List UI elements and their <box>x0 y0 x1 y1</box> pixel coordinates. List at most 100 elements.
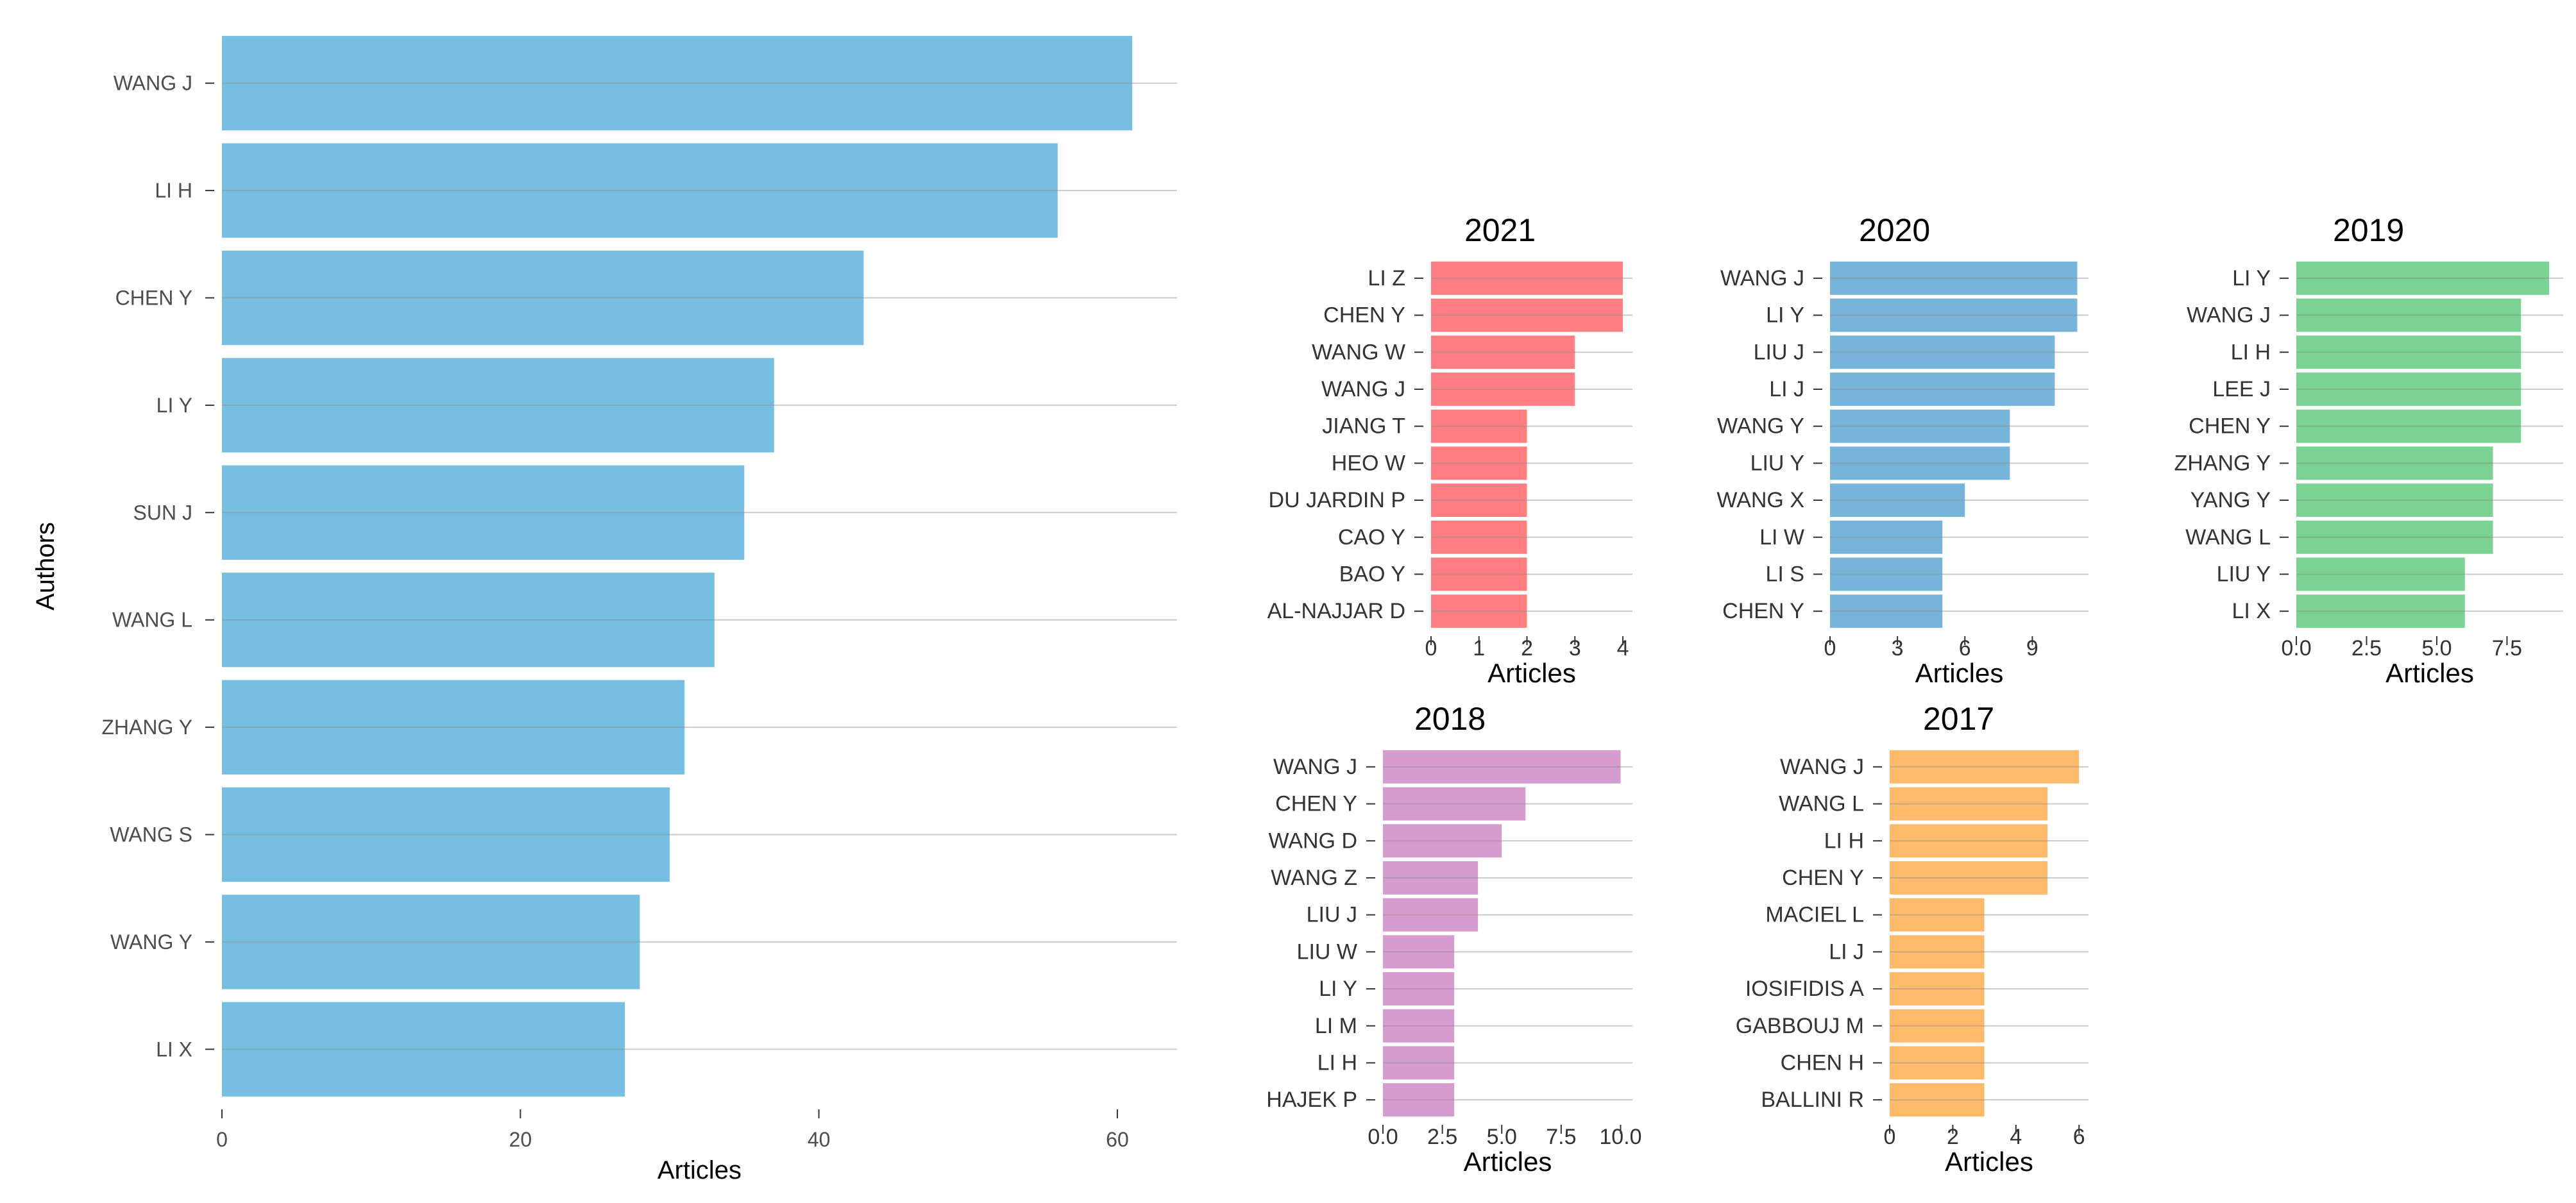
y-tick-label: LI S <box>1766 562 1804 586</box>
y-tick-label: LI J <box>1769 377 1804 401</box>
bar-liu-j <box>1383 898 1479 932</box>
y-tick-label: ZHANG Y <box>101 716 192 739</box>
bar-li-j <box>1830 372 2055 406</box>
y-tick-label: ZHANG Y <box>2174 451 2271 475</box>
y-tick-label: WANG D <box>1268 829 1357 853</box>
y-axis-title: Authors <box>31 522 60 610</box>
x-tick-label: 7.5 <box>2492 636 2522 660</box>
x-tick-label: 10.0 <box>1599 1125 1641 1149</box>
bar-chen-y <box>2296 409 2521 443</box>
bar-maciel-l <box>1890 898 1985 932</box>
y-tick-label: WANG Z <box>1271 866 1357 890</box>
y-tick-label: YANG Y <box>2190 488 2271 512</box>
x-tick-label: 0 <box>216 1128 228 1151</box>
y-tick-label: LIU J <box>1307 903 1357 927</box>
bar-lee-j <box>2296 372 2521 406</box>
panel-title: 2020 <box>1859 212 1930 248</box>
y-tick-label: LI Y <box>1766 303 1804 328</box>
bar-al-najjar-d <box>1431 594 1527 628</box>
panel-title: 2021 <box>1464 212 1536 248</box>
bar-li-h <box>1383 1046 1455 1080</box>
y-tick-label: LIU J <box>1754 340 1804 364</box>
bar-cao-y <box>1431 520 1527 554</box>
x-tick-label: 0 <box>1884 1125 1896 1149</box>
y-tick-label: GABBOUJ M <box>1736 1014 1864 1038</box>
y-tick-label: AL-NAJJAR D <box>1267 599 1405 623</box>
x-tick-label: 7.5 <box>1546 1125 1576 1149</box>
y-tick-label: WANG Y <box>110 930 192 954</box>
x-tick-label: 0.0 <box>1368 1125 1398 1149</box>
y-tick-label: WANG J <box>1720 266 1804 290</box>
bar-li-y <box>2296 261 2550 295</box>
y-tick-label: LI W <box>1759 525 1804 550</box>
bar-wang-z <box>1383 861 1479 895</box>
y-tick-label: CHEN H <box>1781 1050 1864 1075</box>
bar-wang-j <box>1890 750 2080 784</box>
bar-li-h <box>2296 335 2521 369</box>
y-tick-label: SUN J <box>133 501 192 524</box>
y-tick-label: LI Y <box>157 394 192 417</box>
x-tick-label: 40 <box>808 1128 831 1151</box>
y-tick-label: DU JARDIN P <box>1269 488 1405 512</box>
y-tick-label: WANG J <box>2187 303 2271 328</box>
bar-li-x <box>222 1002 625 1097</box>
bar-li-s <box>1830 557 1943 591</box>
y-tick-label: LI Y <box>2232 266 2271 290</box>
x-axis-title: Articles <box>1464 1147 1552 1177</box>
bar-li-y <box>1830 298 2078 332</box>
bar-wang-j <box>1431 372 1575 406</box>
y-tick-label: CHEN Y <box>1722 599 1804 623</box>
panel-2017: WANG J WANG L LI H CHEN Y MACIEL L LI J IOSIFI… <box>1736 701 2089 1177</box>
y-tick-label: LI X <box>2232 599 2271 623</box>
y-tick-label: CHEN Y <box>1275 792 1357 816</box>
y-tick-label: LI Y <box>1319 977 1357 1001</box>
bar-li-h <box>1890 824 2048 858</box>
y-tick-label: MACIEL L <box>1765 903 1864 927</box>
y-tick-label: LIU Y <box>1750 451 1804 475</box>
y-tick-label: LI X <box>156 1038 192 1061</box>
bar-wang-y <box>222 895 640 989</box>
bar-chen-h <box>1890 1046 1985 1080</box>
x-axis-title: Articles <box>1915 658 2004 688</box>
y-tick-label: LI M <box>1315 1014 1357 1038</box>
x-tick-label: 4 <box>1617 636 1629 660</box>
x-axis-title: Articles <box>1945 1147 2033 1177</box>
y-tick-label: WANG J <box>1321 377 1405 401</box>
x-tick-label: 5.0 <box>2421 636 2452 660</box>
bar-gabbouj-m <box>1890 1009 1985 1043</box>
x-tick-label: 9 <box>2026 636 2038 660</box>
y-tick-label: WANG Y <box>1717 414 1804 439</box>
x-tick-label: 3 <box>1892 636 1904 660</box>
bar-jiang-t <box>1431 409 1527 443</box>
y-tick-label: JIANG T <box>1322 414 1405 439</box>
bar-li-j <box>1890 935 1985 969</box>
y-tick-label: HEO W <box>1332 451 1405 475</box>
y-tick-label: CHEN Y <box>2189 414 2271 439</box>
y-tick-label: WANG S <box>110 823 192 846</box>
y-tick-label: BALLINI R <box>1761 1088 1864 1112</box>
y-tick-label: LI Z <box>1368 266 1405 290</box>
bar-wang-d <box>1383 824 1502 858</box>
bar-wang-w <box>1431 335 1575 369</box>
y-tick-label: LIU W <box>1297 939 1357 964</box>
y-tick-label: WANG L <box>2185 525 2271 550</box>
y-tick-label: LI J <box>1829 939 1864 964</box>
x-axis-title: Articles <box>657 1156 741 1184</box>
bar-zhang-y <box>222 680 685 775</box>
x-axis-title: Articles <box>2385 658 2474 688</box>
bar-chen-y <box>1431 298 1623 332</box>
panel-title: 2017 <box>1923 701 1994 737</box>
y-tick-label: LIU Y <box>2217 562 2271 586</box>
y-tick-label: LI H <box>155 179 192 202</box>
bar-liu-y <box>1830 446 2010 480</box>
bar-wang-j <box>222 36 1133 131</box>
y-tick-label: CHEN Y <box>1323 303 1405 328</box>
y-tick-label: CHEN Y <box>1782 866 1864 890</box>
x-tick-label: 2 <box>1947 1125 1959 1149</box>
y-tick-label: IOSIFIDIS A <box>1745 977 1864 1001</box>
bar-zhang-y <box>2296 446 2493 480</box>
y-tick-label: LI H <box>1318 1050 1357 1075</box>
bar-li-y <box>1383 972 1455 1006</box>
bar-du-jardin-p <box>1431 484 1527 517</box>
